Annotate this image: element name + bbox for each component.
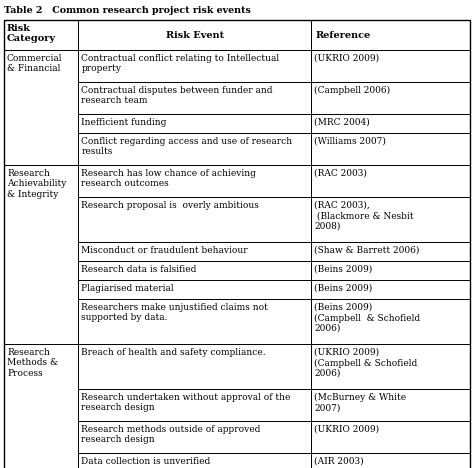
Text: (UKRIO 2009): (UKRIO 2009) [314,54,380,63]
Text: Breach of health and safety compliance.: Breach of health and safety compliance. [82,348,266,357]
Bar [4,20,78,50]
Bar [78,261,311,280]
Bar [78,133,311,165]
Bar [78,197,311,242]
Bar [311,344,470,389]
Text: Research data is falsified: Research data is falsified [82,265,197,274]
Bar [78,50,311,82]
Bar [78,165,311,197]
Text: (RAC 2003): (RAC 2003) [314,169,367,178]
Bar [311,389,470,421]
Text: Conflict regarding access and use of research
results: Conflict regarding access and use of res… [82,137,292,156]
Bar [311,165,470,197]
Bar [311,50,470,82]
Text: Inefficient funding: Inefficient funding [82,118,167,127]
Text: (Williams 2007): (Williams 2007) [314,137,386,146]
Text: Research undertaken without approval of the
research design: Research undertaken without approval of … [82,393,291,412]
Bar [311,114,470,133]
Bar [311,421,470,453]
Text: Contractual conflict relating to Intellectual
property: Contractual conflict relating to Intelle… [82,54,280,73]
Text: (UKRIO 2009)
(Campbell & Schofield
2006): (UKRIO 2009) (Campbell & Schofield 2006) [314,348,418,378]
Text: (Beins 2009)
(Campbell  & Schofield
2006): (Beins 2009) (Campbell & Schofield 2006) [314,303,420,333]
Bar [311,242,470,261]
Text: Table 2   Common research project risk events: Table 2 Common research project risk eve… [4,6,251,15]
Bar [311,261,470,280]
Bar [78,114,311,133]
Bar [4,344,78,468]
Text: Risk Event: Risk Event [166,30,224,39]
Text: Risk
Category: Risk Category [7,24,56,44]
Text: Data collection is unverified: Data collection is unverified [82,457,210,466]
Bar [311,280,470,299]
Text: Plagiarised material: Plagiarised material [82,284,174,293]
Text: (Beins 2009): (Beins 2009) [314,284,373,293]
Text: (AIR 2003): (AIR 2003) [314,457,364,466]
Text: Reference: Reference [315,30,371,39]
Text: (MRC 2004): (MRC 2004) [314,118,370,127]
Bar [78,421,311,453]
Bar [311,197,470,242]
Text: Research
Achievability
& Integrity: Research Achievability & Integrity [7,169,66,199]
Text: (UKRIO 2009): (UKRIO 2009) [314,425,380,434]
Bar [78,280,311,299]
Bar [311,133,470,165]
Bar [311,20,470,50]
Text: (Shaw & Barrett 2006): (Shaw & Barrett 2006) [314,246,419,255]
Text: Research proposal is  overly ambitious: Research proposal is overly ambitious [82,201,259,210]
Bar [78,242,311,261]
Text: Research has low chance of achieving
research outcomes: Research has low chance of achieving res… [82,169,256,189]
Bar [78,82,311,114]
Text: Misconduct or fraudulent behaviour: Misconduct or fraudulent behaviour [82,246,248,255]
Text: Commercial
& Financial: Commercial & Financial [7,54,63,73]
Text: (RAC 2003),
 (Blackmore & Nesbit
2008): (RAC 2003), (Blackmore & Nesbit 2008) [314,201,414,231]
Text: Research
Methods &
Process: Research Methods & Process [7,348,58,378]
Bar [311,82,470,114]
Bar [78,389,311,421]
Bar [78,20,311,50]
Text: Researchers make unjustified claims not
supported by data.: Researchers make unjustified claims not … [82,303,268,322]
Bar [4,165,78,344]
Bar [311,453,470,468]
Text: (McBurney & White
2007): (McBurney & White 2007) [314,393,406,412]
Text: (Beins 2009): (Beins 2009) [314,265,373,274]
Bar [78,344,311,389]
Bar [78,453,311,468]
Text: (Campbell 2006): (Campbell 2006) [314,86,391,95]
Bar [78,299,311,344]
Bar [311,299,470,344]
Text: Research methods outside of approved
research design: Research methods outside of approved res… [82,425,261,445]
Text: Contractual disputes between funder and
research team: Contractual disputes between funder and … [82,86,273,105]
Bar [4,50,78,165]
